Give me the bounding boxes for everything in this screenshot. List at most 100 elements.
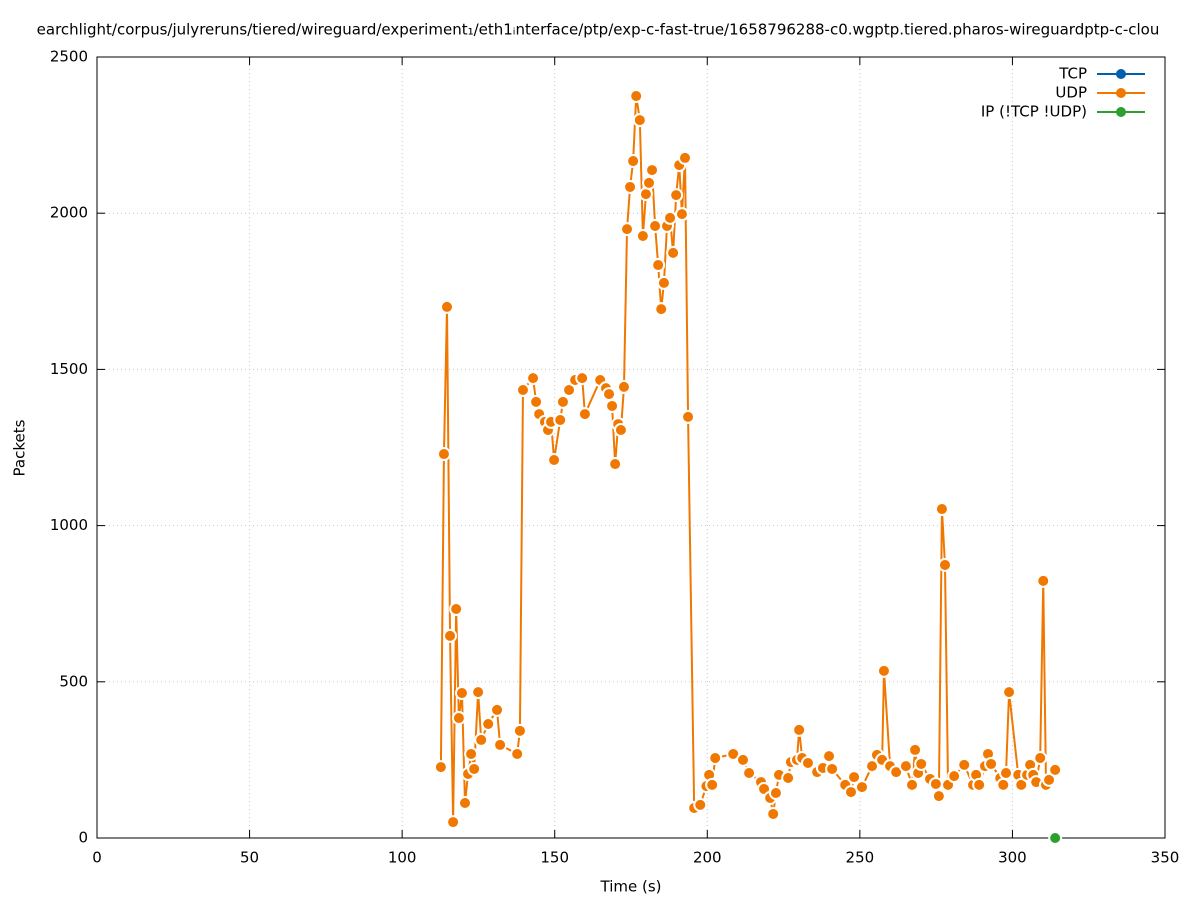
legend-label: IP (!TCP !UDP): [981, 103, 1087, 121]
data-point: [648, 219, 663, 234]
data-point: [844, 785, 859, 800]
y-tick-label: 1000: [50, 516, 88, 534]
data-point: [645, 163, 660, 178]
x-tick-label: 100: [388, 849, 417, 867]
data-point: [792, 722, 807, 737]
data-point: [957, 757, 972, 772]
data-point: [481, 716, 496, 731]
data-point: [934, 502, 949, 517]
data-point: [626, 154, 641, 169]
data-point: [705, 777, 720, 792]
data-point: [620, 222, 635, 237]
data-point: [708, 751, 723, 766]
y-tick-label: 1500: [50, 360, 88, 378]
data-point: [464, 746, 479, 761]
data-point: [928, 776, 943, 791]
data-point: [656, 275, 671, 290]
data-point: [547, 452, 562, 467]
data-point: [999, 766, 1014, 781]
data-point: [1048, 831, 1063, 845]
y-tick-label: 2500: [50, 48, 88, 66]
data-point: [822, 749, 837, 764]
data-point: [996, 777, 1011, 792]
data-point: [674, 207, 689, 222]
x-tick-label: 250: [846, 849, 875, 867]
data-point: [449, 602, 464, 617]
data-point: [562, 383, 577, 398]
x-tick-label: 50: [240, 849, 259, 867]
data-point: [602, 387, 617, 402]
data-point: [510, 746, 525, 761]
y-tick-label: 500: [59, 672, 88, 690]
data-point: [669, 188, 684, 203]
legend-label: UDP: [1055, 84, 1087, 102]
data-point: [1002, 685, 1017, 700]
data-point: [616, 379, 631, 394]
plot-frame: [96, 56, 1166, 839]
legend-label: TCP: [1058, 65, 1087, 83]
data-point: [1014, 777, 1029, 792]
data-point: [605, 398, 620, 413]
x-axis-label: Time (s): [600, 878, 662, 896]
data-point: [876, 663, 891, 678]
data-point: [768, 786, 783, 801]
data-point: [529, 394, 544, 409]
legend-marker: [1116, 69, 1126, 79]
data-point: [735, 752, 750, 767]
x-tick-label: 0: [92, 849, 102, 867]
data-point: [984, 756, 999, 771]
data-point: [474, 732, 489, 747]
data-point: [446, 815, 461, 830]
data-point: [471, 685, 486, 700]
data-point: [663, 210, 678, 225]
y-tick-label: 0: [78, 829, 88, 847]
series-line: [439, 95, 1057, 823]
data-point: [800, 756, 815, 771]
data-point: [905, 777, 920, 792]
data-point: [678, 150, 693, 165]
data-point: [555, 394, 570, 409]
data-point: [654, 302, 669, 317]
data-point: [467, 761, 482, 776]
chart-title: earchlight/corpus/julyreruns/tiered/wire…: [37, 21, 1160, 39]
y-axis-label: Packets: [11, 419, 29, 476]
data-point: [512, 723, 527, 738]
data-point: [825, 761, 840, 776]
data-point: [898, 759, 913, 774]
data-point: [1036, 573, 1051, 588]
data-point: [638, 187, 653, 202]
x-tick-label: 350: [1151, 849, 1180, 867]
data-point: [439, 299, 454, 314]
data-point: [681, 409, 696, 424]
data-point: [1033, 751, 1048, 766]
data-point: [632, 113, 647, 128]
data-point: [642, 175, 657, 190]
data-point: [889, 765, 904, 780]
data-point: [515, 383, 530, 398]
data-point: [1042, 772, 1057, 787]
data-point: [526, 371, 541, 386]
data-point: [443, 628, 458, 643]
y-tick-label: 2000: [50, 204, 88, 222]
data-point: [454, 686, 469, 701]
data-point: [575, 371, 590, 386]
x-tick-label: 200: [693, 849, 722, 867]
data-point: [931, 789, 946, 804]
data-point: [433, 760, 448, 775]
data-point: [577, 407, 592, 422]
data-point: [766, 806, 781, 821]
data-point: [458, 796, 473, 811]
data-point: [490, 702, 505, 717]
data-point: [629, 89, 644, 104]
data-point: [847, 770, 862, 785]
data-point: [493, 737, 508, 752]
data-point: [608, 457, 623, 472]
data-point: [865, 759, 880, 774]
data-point: [613, 423, 628, 438]
data-point: [937, 557, 952, 572]
data-point: [854, 780, 869, 795]
data-point: [623, 179, 638, 194]
data-point: [726, 746, 741, 761]
x-tick-label: 300: [998, 849, 1027, 867]
data-point: [972, 777, 987, 792]
